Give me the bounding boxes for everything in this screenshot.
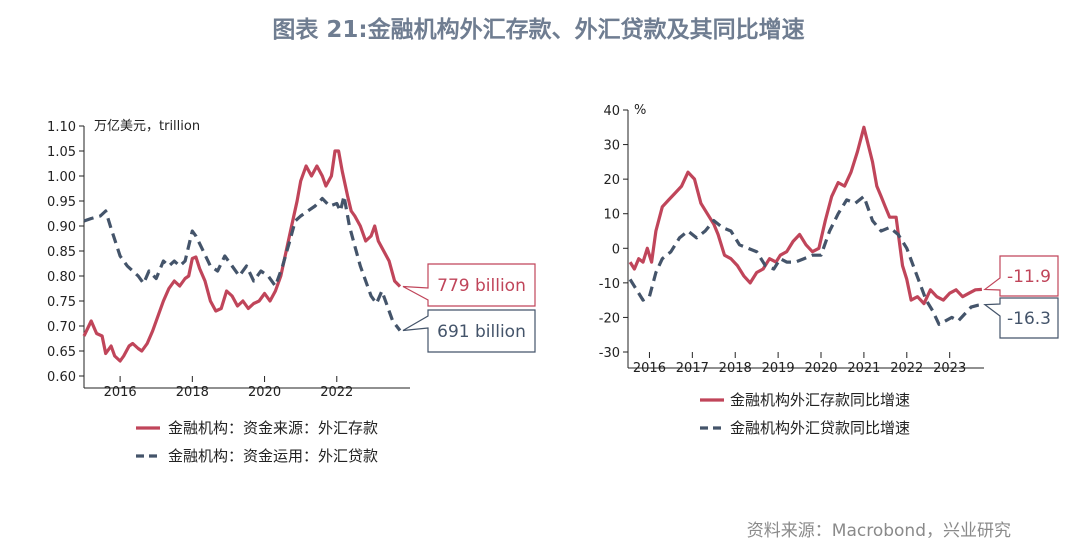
y-tick-label: 1.00: [47, 170, 76, 185]
y-tick-label: 0.95: [47, 195, 76, 210]
y-tick-label: 0.70: [47, 320, 76, 335]
x-tick-label: 2020: [248, 385, 281, 400]
source-note: 资料来源：Macrobond，兴业研究: [746, 521, 1011, 541]
x-tick-label: 2022: [320, 385, 353, 400]
y-tick-label: 0.60: [47, 370, 76, 385]
callout-box: [402, 263, 536, 307]
series-line-fx-loans: [83, 194, 402, 332]
x-tick-label: 2018: [176, 385, 209, 400]
y-tick-label: 0.85: [47, 245, 76, 260]
y-tick-label: 0.80: [47, 270, 76, 285]
y-tick-label: 1.10: [47, 120, 76, 135]
figure-title: 图表 21:金融机构外汇存款、外汇贷款及其同比增速: [272, 17, 805, 43]
series-line-fx-deposits: [82, 149, 402, 363]
y-tick-label: 1.05: [47, 145, 76, 160]
y-tick-label: 0.90: [47, 220, 76, 235]
left-unit-label: 万亿美元，trillion: [94, 119, 200, 134]
y-tick-label: 0.75: [47, 295, 76, 310]
callout-label: 779 billion: [437, 276, 526, 296]
callout-label: 691 billion: [437, 322, 526, 342]
legend-label-fx-deposits: 金融机构：资金来源：外汇存款: [168, 419, 378, 437]
y-tick-label: 0.65: [47, 345, 76, 360]
x-tick-label: 2016: [104, 385, 137, 400]
callout-box: [402, 309, 536, 353]
legend-label-fx-loans: 金融机构：资金运用：外汇贷款: [168, 447, 378, 465]
